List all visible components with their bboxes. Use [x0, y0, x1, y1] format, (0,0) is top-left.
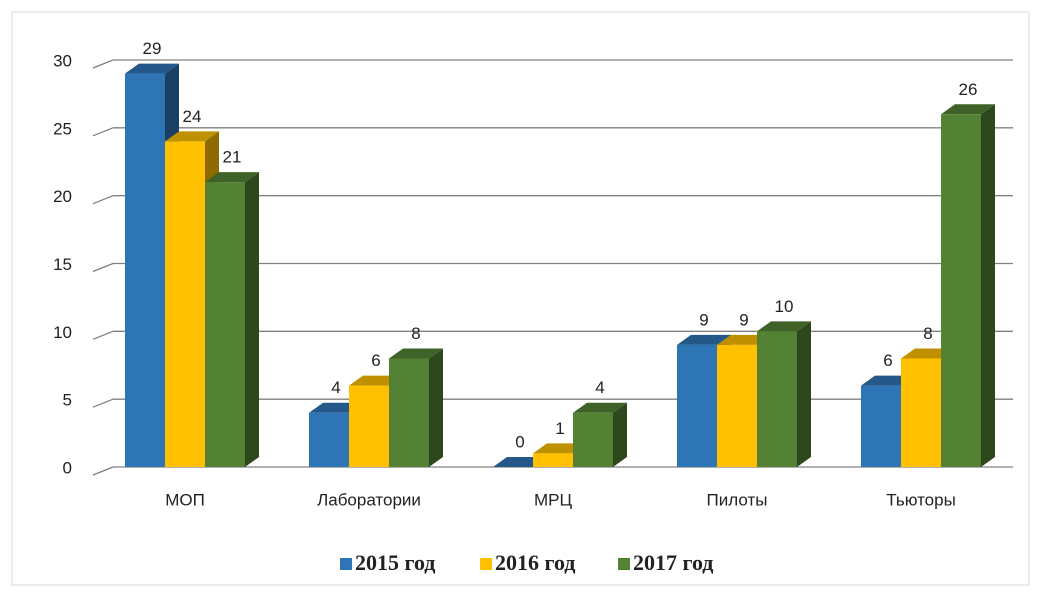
- data-label: 21: [223, 148, 242, 167]
- data-label: 24: [183, 107, 202, 126]
- data-label: 4: [595, 378, 604, 397]
- bar-top: [389, 348, 443, 359]
- data-label: 6: [883, 351, 892, 370]
- bar-top: [677, 334, 731, 345]
- bar: [389, 358, 429, 467]
- x-tick-label: МРЦ: [534, 490, 573, 509]
- x-tick-label: МОП: [165, 490, 205, 509]
- y-tick-label: 10: [53, 323, 72, 342]
- y-tick-label: 0: [63, 458, 72, 477]
- legend-swatch: [480, 558, 492, 570]
- tick-mark: [92, 330, 114, 340]
- bar-top: [205, 172, 259, 183]
- x-tick-label: Пилоты: [707, 490, 768, 509]
- x-tick-label: Лаборатории: [317, 490, 421, 509]
- legend-label: 2017 год: [633, 550, 713, 575]
- bar-side: [613, 402, 627, 467]
- data-label: 26: [959, 80, 978, 99]
- y-tick-label: 25: [53, 119, 72, 138]
- y-tick-label: 15: [53, 255, 72, 274]
- bar: [205, 182, 245, 467]
- bar-top: [757, 321, 811, 332]
- bar-top: [165, 131, 219, 142]
- tick-mark: [92, 127, 114, 137]
- bar: [901, 358, 941, 467]
- bar: [349, 385, 389, 467]
- y-tick-label: 30: [53, 51, 72, 70]
- tick-mark: [92, 195, 114, 205]
- bar: [861, 385, 901, 467]
- legend-label: 2015 год: [355, 550, 435, 575]
- bar: [941, 114, 981, 468]
- bar: [533, 453, 573, 467]
- data-label: 10: [775, 297, 794, 316]
- data-label: 8: [923, 324, 932, 343]
- bar-side: [981, 104, 995, 468]
- bar: [677, 344, 717, 467]
- legend-label: 2016 год: [495, 550, 575, 575]
- legend-swatch: [340, 558, 352, 570]
- bar-side: [429, 348, 443, 467]
- data-label: 9: [739, 310, 748, 329]
- bar: [165, 141, 205, 467]
- bar: [717, 344, 757, 467]
- y-tick-label: 20: [53, 187, 72, 206]
- y-tick-label: 5: [63, 391, 72, 410]
- bar-top: [125, 63, 179, 74]
- bar: [757, 331, 797, 467]
- data-label: 29: [143, 39, 162, 58]
- data-label: 4: [331, 378, 340, 397]
- data-label: 8: [411, 324, 420, 343]
- tick-mark: [92, 466, 114, 476]
- data-label: 1: [555, 419, 564, 438]
- bar: [309, 412, 349, 467]
- data-label: 9: [699, 310, 708, 329]
- legend-swatch: [618, 558, 630, 570]
- data-label: 6: [371, 351, 380, 370]
- bar: [125, 73, 165, 468]
- tick-mark: [92, 398, 114, 408]
- data-label: 0: [515, 432, 524, 451]
- bar-side: [245, 172, 259, 467]
- bar-side: [797, 321, 811, 467]
- bar-top: [941, 104, 995, 115]
- tick-mark: [92, 59, 114, 69]
- bar-top: [573, 402, 627, 413]
- tick-mark: [92, 262, 114, 273]
- bar: [573, 412, 613, 467]
- x-tick-label: Тьюторы: [886, 490, 956, 509]
